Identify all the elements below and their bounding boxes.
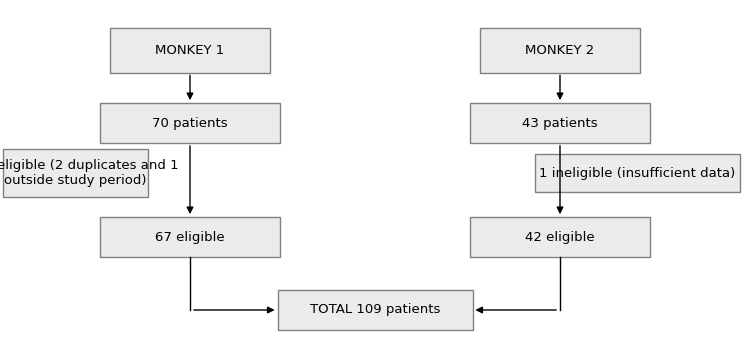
Text: MONKEY 2: MONKEY 2: [525, 43, 595, 57]
Text: 42 eligible: 42 eligible: [525, 230, 595, 244]
FancyBboxPatch shape: [100, 103, 280, 143]
Text: 1 ineligible (insufficient data): 1 ineligible (insufficient data): [538, 167, 735, 179]
Text: TOTAL 109 patients: TOTAL 109 patients: [310, 304, 440, 316]
FancyBboxPatch shape: [470, 217, 650, 257]
FancyBboxPatch shape: [100, 217, 280, 257]
FancyBboxPatch shape: [480, 28, 640, 72]
Text: MONKEY 1: MONKEY 1: [155, 43, 225, 57]
Text: 3 ineligible (2 duplicates and 1
outside study period): 3 ineligible (2 duplicates and 1 outside…: [0, 159, 178, 187]
FancyBboxPatch shape: [110, 28, 270, 72]
Text: 67 eligible: 67 eligible: [155, 230, 225, 244]
Text: 70 patients: 70 patients: [152, 117, 228, 129]
FancyBboxPatch shape: [535, 154, 740, 192]
FancyBboxPatch shape: [2, 149, 148, 197]
FancyBboxPatch shape: [278, 290, 472, 330]
FancyBboxPatch shape: [470, 103, 650, 143]
Text: 43 patients: 43 patients: [522, 117, 598, 129]
